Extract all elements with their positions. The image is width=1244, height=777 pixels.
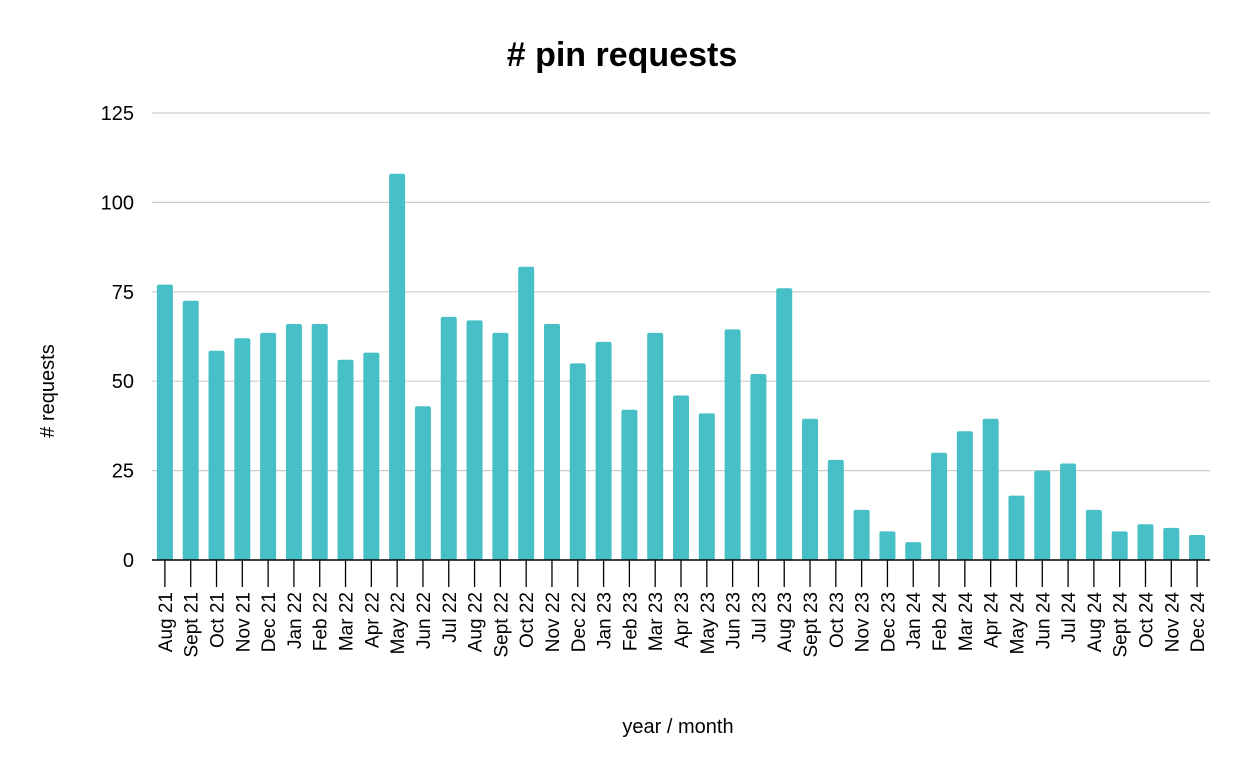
bar: [1085, 509, 1102, 560]
bar: [234, 338, 251, 560]
x-tick-label: Dec 23: [878, 592, 899, 652]
x-axis: Aug 21 Sept 21 Oct 21 Nov 21 Dec 21 Jan 22 Feb…: [152, 559, 1210, 658]
y-tick-label: 50: [112, 371, 134, 393]
bars: [156, 173, 1206, 561]
bar: [260, 332, 277, 560]
bar: [414, 406, 431, 560]
x-tick-label: Sept 21: [182, 592, 203, 658]
bar: [647, 332, 664, 560]
bar: [853, 509, 870, 560]
x-tick-label: Aug 24: [1085, 592, 1106, 653]
x-tick-label: Feb 24: [930, 592, 951, 652]
y-tick-label: 25: [112, 461, 134, 483]
x-tick-label: Aug 22: [466, 592, 487, 652]
bar: [802, 418, 819, 560]
x-tick-label: Oct 24: [1136, 592, 1157, 648]
y-axis-label: # requests: [37, 344, 59, 437]
bar: [466, 320, 483, 560]
bar: [621, 409, 638, 560]
x-tick-label: Oct 21: [208, 592, 229, 648]
x-tick-label: Aug 21: [156, 592, 177, 652]
x-tick-label: Jul 24: [1059, 592, 1080, 643]
bar: [543, 323, 560, 560]
x-tick-label: Nov 22: [543, 592, 564, 652]
bar: [1111, 531, 1128, 560]
x-tick-label: Oct 23: [827, 592, 848, 648]
bar: [182, 300, 199, 560]
x-tick-label: Sept 22: [491, 592, 512, 658]
x-tick-label: Sept 23: [801, 592, 822, 658]
bar: [879, 531, 896, 560]
x-tick-label: Dec 24: [1188, 592, 1209, 653]
x-tick-label: Apr 23: [672, 592, 693, 648]
x-tick-label: Nov 23: [853, 592, 874, 652]
y-tick-label: 125: [101, 103, 134, 125]
x-tick-label: Mar 23: [646, 592, 667, 651]
bar: [1034, 470, 1051, 560]
bar: [982, 418, 999, 560]
y-tick-label: 75: [112, 282, 134, 304]
bar: [1189, 534, 1206, 560]
x-tick-label: May 23: [698, 592, 719, 654]
bar: [1137, 524, 1154, 560]
x-tick-label: Apr 22: [362, 592, 383, 648]
x-tick-label: Oct 22: [517, 592, 538, 648]
x-tick-label: Feb 23: [620, 592, 641, 651]
bar: [905, 542, 922, 560]
x-tick-label: May 24: [1007, 592, 1028, 655]
bar: [518, 266, 535, 560]
gridlines: [152, 112, 1210, 472]
bar: [337, 359, 354, 560]
x-tick-label: Jun 24: [1033, 592, 1054, 649]
x-tick-label: Jun 22: [414, 592, 435, 649]
x-tick-label: Nov 24: [1162, 592, 1183, 653]
x-tick-label: Mar 24: [956, 592, 977, 652]
x-tick-label: Jan 23: [595, 592, 616, 649]
x-tick-label: Apr 24: [982, 592, 1003, 648]
chart-title: # pin requests: [507, 36, 738, 74]
bar: [492, 332, 509, 560]
bar: [389, 173, 406, 561]
bar: [673, 395, 689, 560]
x-tick-label: Jan 24: [904, 592, 925, 649]
bar: [285, 323, 302, 560]
x-tick-label: Sept 24: [1111, 592, 1132, 658]
x-axis-label: year / month: [622, 716, 733, 738]
bar: [156, 284, 173, 560]
y-axis-ticks: 0 25 50 75 100 125: [101, 103, 134, 572]
bar: [724, 329, 741, 560]
bar: [1060, 463, 1077, 560]
x-tick-label: Jan 22: [285, 592, 306, 649]
x-tick-label: Dec 22: [569, 592, 590, 652]
bar: [440, 316, 457, 560]
bar: [827, 459, 844, 560]
x-tick-label: Dec 21: [259, 592, 280, 652]
y-tick-label: 0: [123, 550, 134, 572]
bar: [931, 452, 948, 560]
bar: [956, 431, 973, 560]
x-tick-label: Jun 23: [724, 592, 745, 649]
bar: [363, 352, 380, 560]
bar: [1163, 527, 1180, 560]
bar: [750, 374, 767, 560]
bar: [311, 323, 328, 560]
x-tick-label: Jul 23: [749, 592, 770, 643]
x-tick-label: Jul 22: [440, 592, 461, 643]
bar: [776, 288, 793, 560]
x-tick-label: Aug 23: [775, 592, 796, 652]
x-tick-label: May 22: [388, 592, 409, 654]
x-tick-label: Feb 22: [311, 592, 332, 651]
x-tick-label: Mar 22: [337, 592, 358, 651]
y-tick-label: 100: [101, 192, 134, 214]
bar: [698, 413, 715, 560]
bar: [569, 363, 586, 560]
bar: [208, 350, 225, 560]
bar: [1008, 495, 1025, 560]
x-tick-label: Nov 21: [233, 592, 254, 652]
bar: [595, 341, 612, 560]
